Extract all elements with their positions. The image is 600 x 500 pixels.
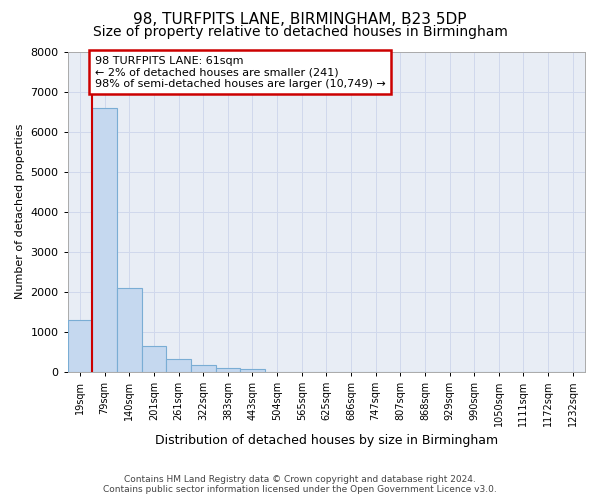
Bar bbox=[240, 369, 265, 372]
Bar bbox=[92, 108, 117, 372]
Bar bbox=[68, 320, 92, 372]
Bar bbox=[191, 366, 215, 372]
Text: Contains HM Land Registry data © Crown copyright and database right 2024.
Contai: Contains HM Land Registry data © Crown c… bbox=[103, 474, 497, 494]
Bar bbox=[142, 346, 166, 372]
Text: 98, TURFPITS LANE, BIRMINGHAM, B23 5DP: 98, TURFPITS LANE, BIRMINGHAM, B23 5DP bbox=[133, 12, 467, 28]
Bar bbox=[215, 368, 240, 372]
Bar bbox=[166, 359, 191, 372]
X-axis label: Distribution of detached houses by size in Birmingham: Distribution of detached houses by size … bbox=[155, 434, 498, 448]
Text: Size of property relative to detached houses in Birmingham: Size of property relative to detached ho… bbox=[92, 25, 508, 39]
Text: 98 TURFPITS LANE: 61sqm
← 2% of detached houses are smaller (241)
98% of semi-de: 98 TURFPITS LANE: 61sqm ← 2% of detached… bbox=[95, 56, 386, 88]
Y-axis label: Number of detached properties: Number of detached properties bbox=[15, 124, 25, 300]
Bar bbox=[117, 288, 142, 372]
